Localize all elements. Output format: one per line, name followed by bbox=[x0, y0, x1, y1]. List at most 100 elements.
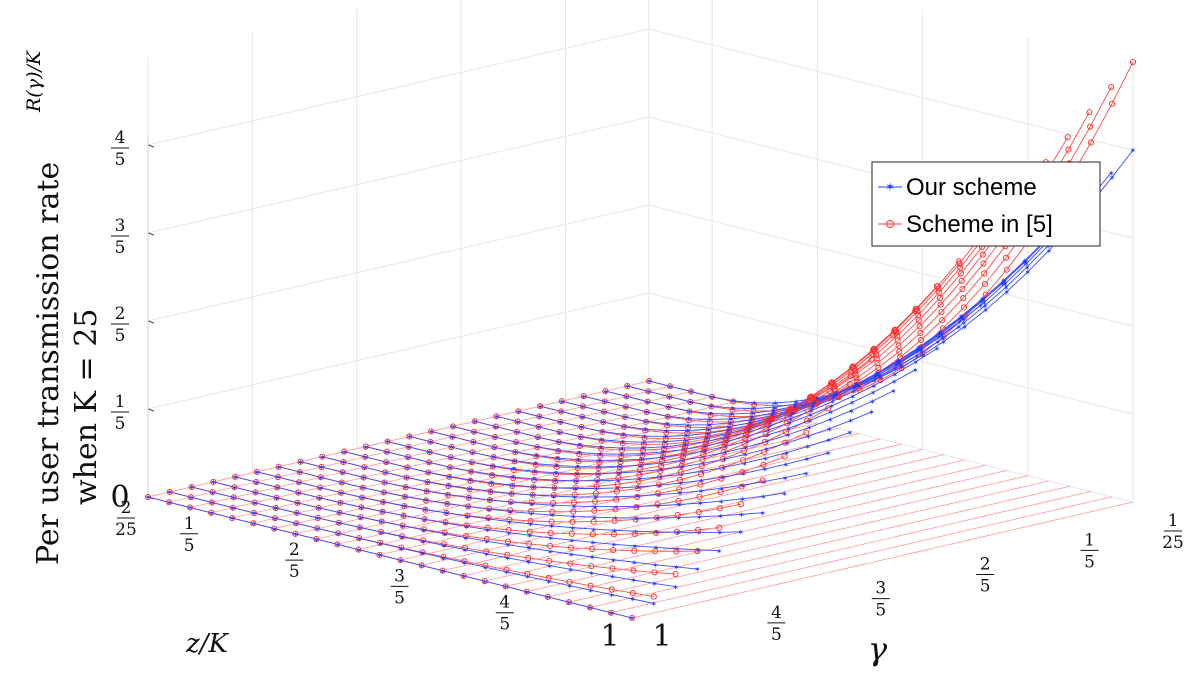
ref-point bbox=[575, 458, 582, 465]
our-point: ✶ bbox=[615, 476, 622, 485]
ref-point bbox=[599, 428, 606, 435]
our-point: ✶ bbox=[536, 413, 543, 422]
ref-point bbox=[567, 560, 574, 567]
our-point: ✶ bbox=[271, 525, 278, 534]
our-point: ✶ bbox=[546, 562, 553, 571]
z-axis-label-text: R(γ)/K bbox=[23, 49, 45, 113]
our-point: ✶ bbox=[571, 502, 578, 511]
ref-point bbox=[632, 516, 639, 523]
our-point: ✶ bbox=[848, 407, 855, 416]
ref-point bbox=[828, 379, 835, 386]
our-point: ✶ bbox=[746, 425, 753, 434]
our-point: ✶ bbox=[765, 426, 772, 435]
our-point: ✶ bbox=[402, 492, 409, 501]
ref-point bbox=[959, 286, 966, 293]
gamma-tick-denominator: 5 bbox=[875, 601, 886, 621]
our-point: ✶ bbox=[828, 402, 835, 411]
our-point: ✶ bbox=[782, 474, 789, 483]
ref-point bbox=[208, 499, 215, 506]
ref-point bbox=[553, 463, 560, 470]
ref-point bbox=[687, 398, 694, 405]
ref-point bbox=[664, 413, 671, 420]
ref-point bbox=[377, 539, 384, 546]
our-point: ✶ bbox=[709, 393, 716, 402]
our-point: ✶ bbox=[447, 454, 454, 463]
our-point: ✶ bbox=[831, 391, 838, 400]
ref-point bbox=[340, 458, 347, 465]
ref-point bbox=[854, 382, 862, 389]
our-point: ✶ bbox=[717, 512, 724, 521]
our-point: ✶ bbox=[600, 418, 607, 427]
ref-point bbox=[507, 498, 514, 505]
ref-point bbox=[271, 515, 279, 522]
gamma-tick-numerator: 1 bbox=[1168, 511, 1179, 531]
ref-point bbox=[981, 270, 988, 277]
our-point: ✶ bbox=[471, 418, 478, 427]
z-tick-numerator: 2 bbox=[115, 304, 126, 324]
ref-point bbox=[785, 410, 792, 417]
ref-point bbox=[877, 377, 884, 384]
ref-point bbox=[919, 350, 926, 357]
our-point: ✶ bbox=[1021, 257, 1028, 266]
ref-point bbox=[834, 393, 841, 401]
ref-point bbox=[529, 491, 536, 498]
our-point: ✶ bbox=[977, 302, 984, 311]
ref-point bbox=[554, 456, 561, 463]
ref-point bbox=[357, 514, 364, 521]
our-point: ✶ bbox=[680, 451, 687, 460]
our-point: ✶ bbox=[481, 577, 488, 586]
our-point: ✶ bbox=[381, 479, 388, 488]
our-point: ✶ bbox=[674, 529, 681, 538]
ref-point bbox=[425, 469, 432, 476]
ref-point bbox=[573, 477, 580, 485]
ref-point bbox=[607, 609, 615, 616]
our-point: ✶ bbox=[544, 593, 551, 602]
ref-point bbox=[595, 465, 602, 472]
gamma-tick-denominator: 25 bbox=[1162, 533, 1184, 553]
ref-point bbox=[675, 497, 682, 505]
our-point: ✶ bbox=[340, 458, 347, 467]
our-point: ✶ bbox=[341, 448, 348, 457]
our-point: ✶ bbox=[624, 382, 631, 391]
ref-point bbox=[666, 393, 673, 400]
ref-point bbox=[376, 551, 383, 558]
x-tick-denominator: 5 bbox=[499, 615, 510, 635]
wall-grid-line bbox=[147, 28, 1134, 151]
ref-point bbox=[894, 337, 901, 344]
our-point: ✶ bbox=[999, 280, 1006, 289]
ref-point bbox=[708, 403, 715, 410]
ref-point bbox=[610, 547, 617, 554]
ref-point bbox=[514, 418, 521, 425]
our-point: ✶ bbox=[566, 582, 573, 591]
our-point: ✶ bbox=[1003, 283, 1010, 292]
our-point: ✶ bbox=[482, 563, 489, 572]
our-point: ✶ bbox=[622, 403, 629, 412]
our-series-line bbox=[387, 411, 872, 475]
our-point: ✶ bbox=[828, 408, 835, 417]
our-point: ✶ bbox=[549, 511, 556, 520]
our-point: ✶ bbox=[676, 501, 683, 510]
ref-point bbox=[592, 498, 599, 505]
ref-point bbox=[652, 529, 660, 537]
ref-point bbox=[918, 343, 925, 351]
our-point: ✶ bbox=[915, 345, 922, 354]
floor-line bbox=[610, 496, 1113, 614]
ref-point bbox=[621, 423, 628, 430]
ref-point bbox=[937, 301, 944, 308]
our-point: ✶ bbox=[492, 423, 499, 432]
our-point: ✶ bbox=[314, 525, 321, 534]
ref-point bbox=[550, 492, 557, 499]
our-point: ✶ bbox=[738, 528, 745, 537]
ref-point bbox=[846, 381, 853, 388]
ref-point bbox=[618, 446, 626, 454]
our-point: ✶ bbox=[677, 479, 684, 488]
ref-point bbox=[295, 479, 303, 486]
ref-point bbox=[674, 511, 681, 519]
ref-point bbox=[527, 517, 534, 524]
ref-point bbox=[335, 519, 342, 526]
our-series-line bbox=[213, 481, 698, 570]
ref-point bbox=[526, 528, 533, 535]
ref-point bbox=[296, 468, 303, 476]
ref-point bbox=[406, 433, 413, 440]
